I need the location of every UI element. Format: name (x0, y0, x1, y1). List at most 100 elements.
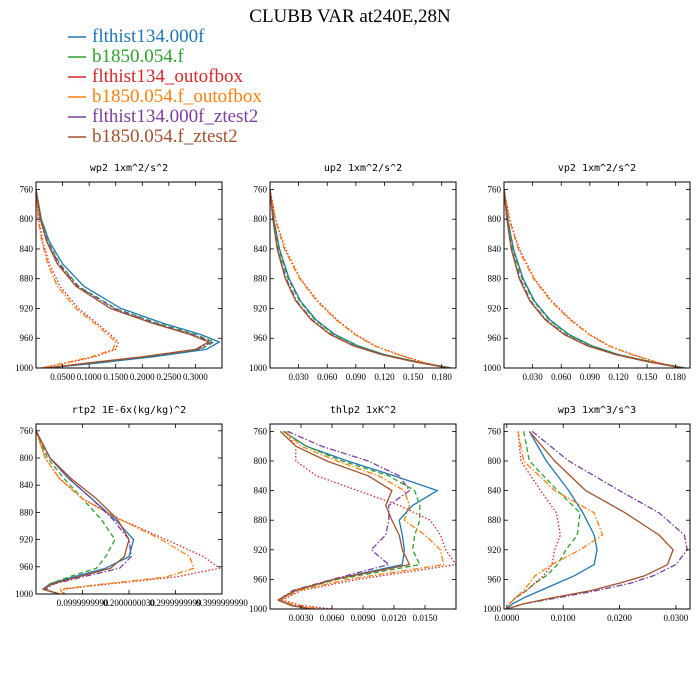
panel-4-ytick-label-4: 920 (254, 545, 268, 555)
panel-1-ytick-label-0: 760 (254, 184, 268, 194)
panel-0-xtick-label-2: 0.1500 (103, 372, 128, 382)
panel-5-xtick-label-1: 0.0100 (551, 613, 576, 623)
legend-label-4: flthist134.000f_ztest2 (92, 106, 258, 127)
panel-1-ytick-label-1: 800 (254, 214, 268, 224)
panel-title-4: thlp2 1xK^2 (330, 405, 396, 416)
panel-0-ytick-label-3: 880 (20, 274, 34, 284)
panel-4-series-2 (281, 431, 456, 609)
panel-2-ytick-label-4: 920 (488, 303, 502, 313)
panel-5-ytick-label-5: 960 (488, 574, 502, 584)
panel-5-ytick-label-0: 760 (488, 426, 502, 436)
panel-3-ytick-label-5: 960 (20, 562, 34, 572)
panel-frame-2 (503, 181, 691, 369)
panel-0-ytick-label-2: 840 (20, 244, 34, 254)
panel-4-ytick-label-0: 760 (254, 426, 268, 436)
panel-2-ytick-label-1: 800 (488, 214, 502, 224)
panel-3-series-3 (36, 430, 195, 594)
panel-5-series-3 (506, 431, 604, 609)
panel-5-xtick-label-2: 0.0200 (607, 613, 632, 623)
panel-0-xtick-label-0: 0.0500 (50, 372, 75, 382)
panel-5-xtick-label-0: 0.0000 (494, 613, 519, 623)
panel-2-series-2 (504, 189, 681, 368)
panel-1-series-3 (270, 189, 446, 368)
legend-label-3: b1850.054.f_outofbox (92, 86, 262, 107)
panel-5-ytick-label-6: 1000 (483, 604, 502, 614)
panel-0-ytick-label-4: 920 (20, 303, 34, 313)
legend-label-0: flthist134.000f (92, 26, 205, 47)
panel-3: rtp2 1E-6x(kg/kg)^2 760 800 840 880 920 960 100… (15, 405, 248, 608)
panel-2-series-4 (504, 189, 684, 368)
panel-4-xtick-label-1: 0.0060 (320, 613, 345, 623)
panel-0: wp2 1xm^2/s^2 760 800 840 880 920 960 1000 0.050… (15, 163, 223, 382)
panel-3-ytick-label-1: 800 (20, 453, 34, 463)
panel-4-ytick-label-5: 960 (254, 574, 268, 584)
panel-1-xtick-label-3: 0.120 (374, 372, 395, 382)
panel-3-ytick-label-0: 760 (20, 426, 34, 436)
panel-0-ytick-label-1: 800 (20, 214, 34, 224)
panel-2-xtick-label-2: 0.090 (580, 372, 601, 382)
panel-0-series-4 (36, 189, 213, 368)
panel-1-xtick-label-2: 0.090 (346, 372, 367, 382)
panel-3-ytick-label-3: 880 (20, 507, 34, 517)
panel-3-xtick-label-2: 0.2999999999 (150, 598, 202, 608)
panel-title-1: up2 1xm^2/s^2 (324, 163, 402, 174)
panel-0-xtick-label-5: 0.3000 (183, 372, 208, 382)
panel-2-ytick-label-3: 880 (488, 274, 502, 284)
panel-1-xtick-label-5: 0.180 (432, 372, 453, 382)
panel-title-5: wp3 1xm^3/s^3 (558, 405, 636, 416)
panel-3-series-4 (36, 430, 132, 594)
panel-4-xtick-label-3: 0.0120 (382, 613, 407, 623)
panel-5-ytick-label-1: 800 (488, 456, 502, 466)
panel-0-xtick-label-1: 0.1000 (77, 372, 102, 382)
panel-4-ytick-label-6: 1000 (249, 604, 268, 614)
panel-0-xtick-label-4: 0.2500 (156, 372, 181, 382)
panel-5-series-5 (506, 430, 674, 609)
panel-0-ytick-label-0: 760 (20, 184, 34, 194)
panel-4-xtick-label-2: 0.0090 (351, 613, 376, 623)
panel-frame-1 (269, 181, 457, 369)
panel-1-series-4 (270, 189, 450, 368)
panel-3-xtick-label-1: 0.2000000030 (103, 598, 155, 608)
panel-1-xtick-label-4: 0.150 (403, 372, 424, 382)
panel-0-xtick-label-3: 0.2000 (130, 372, 155, 382)
panel-2-xtick-label-0: 0.030 (522, 372, 543, 382)
panel-3-series-1 (36, 430, 116, 594)
panel-2: vp2 1xm^2/s^2 760 800 840 880 920 960 1000 0.030… (483, 163, 691, 382)
panel-5: wp3 1xm^3/s^3 760 800 840 880 920 960 10000.000… (483, 405, 691, 623)
legend-label-5: b1850.054.f_ztest2 (92, 126, 238, 147)
panel-0-series-3 (36, 189, 117, 368)
panels-grid: wp2 1xm^2/s^2 760 800 840 880 920 960 1000 0.050… (15, 163, 691, 623)
panel-1: up2 1xm^2/s^2 760 800 840 880 920 960 1000 0.030… (249, 163, 457, 382)
panel-frame-5 (503, 423, 691, 610)
panel-1-xtick-label-1: 0.060 (317, 372, 338, 382)
panel-0-series-2 (36, 189, 120, 368)
panel-5-series-0 (506, 431, 598, 609)
panel-4-series-5 (277, 430, 411, 609)
figure-title: CLUBB VAR at240E,28N (249, 6, 451, 27)
panel-2-xtick-label-3: 0.120 (608, 372, 629, 382)
panel-2-ytick-label-6: 1000 (483, 363, 502, 373)
panel-4-ytick-label-2: 840 (254, 486, 268, 496)
panel-2-ytick-label-0: 760 (488, 184, 502, 194)
panel-4: thlp2 1xK^2 760 800 840 880 920 960 1000 0.0030 0… (249, 405, 457, 623)
panel-title-3: rtp2 1E-6x(kg/kg)^2 (72, 405, 186, 416)
legend-label-2: flthist134_outofbox (92, 66, 243, 87)
panel-1-ytick-label-3: 880 (254, 274, 268, 284)
panel-4-xtick-label-0: 0.0030 (289, 613, 314, 623)
panel-4-ytick-label-3: 880 (254, 515, 268, 525)
panel-2-ytick-label-2: 840 (488, 244, 502, 254)
panel-3-xtick-label-3: 0.3999999990 (196, 598, 248, 608)
panel-3-series-2 (36, 430, 221, 594)
panel-title-2: vp2 1xm^2/s^2 (558, 163, 636, 174)
panel-2-ytick-label-5: 960 (488, 333, 502, 343)
panel-1-ytick-label-2: 840 (254, 244, 268, 254)
panel-1-series-1 (270, 189, 452, 368)
panel-frame-4 (269, 423, 457, 610)
panel-2-xtick-label-1: 0.060 (551, 372, 572, 382)
panel-1-series-5 (270, 189, 449, 368)
panel-2-series-3 (504, 189, 680, 368)
panel-2-xtick-label-4: 0.150 (637, 372, 658, 382)
panel-5-ytick-label-4: 920 (488, 545, 502, 555)
panel-0-series-0 (36, 189, 220, 368)
